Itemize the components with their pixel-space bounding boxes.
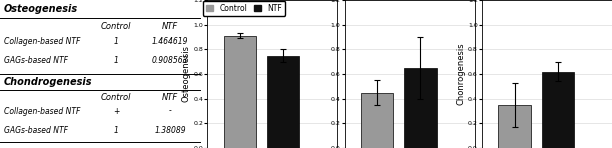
Bar xyxy=(267,56,299,148)
Text: -: - xyxy=(168,107,171,116)
Text: Control: Control xyxy=(101,22,131,31)
Text: 1.38089: 1.38089 xyxy=(154,126,186,135)
Bar xyxy=(223,36,256,148)
Bar xyxy=(542,71,574,148)
Text: Collagen-based NTF: Collagen-based NTF xyxy=(4,107,80,116)
Text: 1: 1 xyxy=(114,126,118,135)
Legend: Control, NTF: Control, NTF xyxy=(203,1,285,16)
Y-axis label: Chonrogenesis: Chonrogenesis xyxy=(456,43,465,105)
Text: Chondrogenesis: Chondrogenesis xyxy=(4,77,92,87)
Text: Control: Control xyxy=(101,93,131,102)
Bar xyxy=(498,105,531,148)
Y-axis label: Osteogenesis: Osteogenesis xyxy=(182,45,190,103)
Text: +: + xyxy=(113,107,119,116)
Bar xyxy=(405,68,437,148)
Text: Collagen-based NTF: Collagen-based NTF xyxy=(4,37,80,46)
Text: 1: 1 xyxy=(114,56,118,65)
Text: 1: 1 xyxy=(114,37,118,46)
Text: GAGs-based NTF: GAGs-based NTF xyxy=(4,126,68,135)
Text: 1.464619: 1.464619 xyxy=(152,37,188,46)
Text: GAGs-based NTF: GAGs-based NTF xyxy=(4,56,68,65)
Text: Osteogenesis: Osteogenesis xyxy=(4,4,78,15)
Text: NTF: NTF xyxy=(162,22,178,31)
Bar xyxy=(361,92,394,148)
Text: NTF: NTF xyxy=(162,93,178,102)
Text: 0.908563: 0.908563 xyxy=(152,56,188,65)
